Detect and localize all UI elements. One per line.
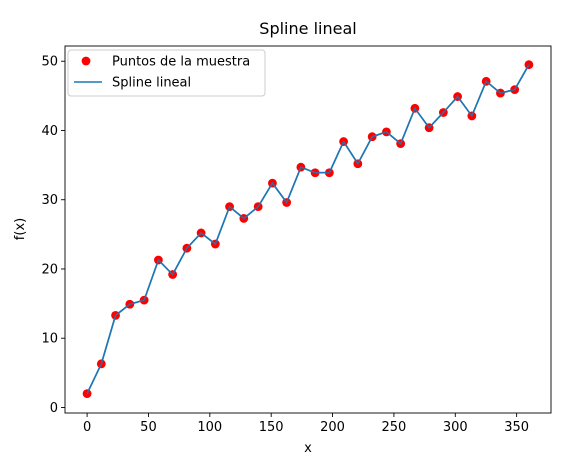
x-tick-label: 0 xyxy=(83,420,91,435)
legend-label-points: Puntos de la muestra xyxy=(112,55,250,70)
y-tick-label: 10 xyxy=(41,332,58,347)
y-tick-label: 0 xyxy=(50,401,58,416)
plot-area: 0 50 100 150 200 250 300 350 0 10 20 30 40 50 xyxy=(41,45,552,435)
x-tick-label: 300 xyxy=(443,420,468,435)
spline-line xyxy=(86,64,530,394)
y-tick-label: 40 xyxy=(41,124,58,139)
y-tick-label: 30 xyxy=(41,193,58,208)
x-tick-label: 250 xyxy=(381,420,406,435)
y-tick-label: 50 xyxy=(41,55,58,70)
legend-marker-points xyxy=(81,56,91,66)
y-axis-label: f(x) xyxy=(13,218,28,240)
legend-box xyxy=(67,49,266,97)
plot-frame xyxy=(64,45,552,414)
x-axis-label: x xyxy=(304,441,312,456)
y-tick-label: 20 xyxy=(41,262,58,277)
x-tick-label: 100 xyxy=(197,420,222,435)
x-tick-label: 200 xyxy=(320,420,345,435)
chart-title: Spline lineal xyxy=(259,19,356,38)
spline-line-overlay xyxy=(86,64,530,394)
sample-point xyxy=(82,389,92,399)
sample-point xyxy=(524,60,534,70)
x-tick-label: 50 xyxy=(140,420,157,435)
legend-label-line: Spline lineal xyxy=(112,76,191,91)
legend: Puntos de la muestra Spline lineal xyxy=(67,49,266,97)
x-tick-label: 150 xyxy=(259,420,284,435)
x-tick-label: 350 xyxy=(504,420,529,435)
